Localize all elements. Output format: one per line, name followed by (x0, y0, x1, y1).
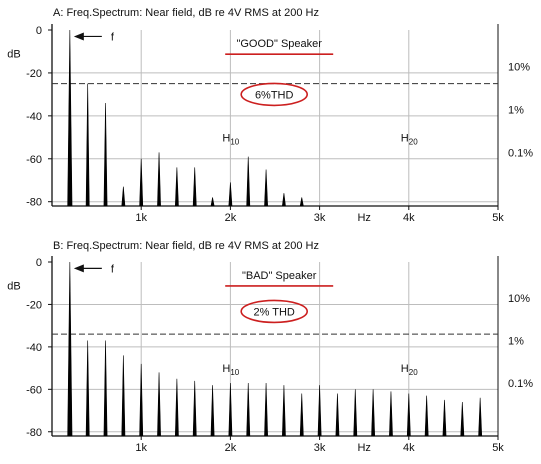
speaker-label: "BAD" Speaker (242, 270, 317, 282)
thd-percent-label: 1% (508, 104, 524, 116)
harmonic-bar (85, 83, 90, 207)
harmonic-bar (371, 389, 376, 437)
x-tick-label: 3k (314, 212, 326, 224)
x-unit-label: Hz (357, 442, 370, 454)
thd-label-ellipse (240, 82, 309, 107)
fundamental-arrow-head (73, 32, 84, 41)
x-tick-label: 1k (135, 442, 147, 454)
y-tick-label: -80 (26, 427, 42, 439)
chart-title: A: Freq.Spectrum: Near field, dB re 4V R… (53, 7, 319, 19)
chart-title: B: Freq.Spectrum: Near field, dB re 4V R… (53, 240, 319, 252)
harmonic-bar (353, 389, 358, 437)
harmonic-bar (389, 391, 393, 437)
harmonic-bar (424, 395, 429, 437)
harmonic-order-label: H20 (401, 363, 418, 377)
harmonic-order-label: H10 (222, 363, 239, 377)
x-tick-label: 2k (225, 212, 237, 224)
fundamental-label: f (111, 263, 115, 275)
y-tick-label: -20 (26, 299, 42, 311)
thd-percent-label: 1% (508, 336, 524, 348)
x-tick-label: 3k (314, 442, 326, 454)
y-axis-label: dB (7, 49, 20, 61)
harmonic-bar (67, 29, 73, 207)
harmonic-bar (406, 393, 411, 437)
harmonic-bar (246, 382, 251, 437)
harmonic-bar (210, 385, 215, 437)
y-axis-label: dB (7, 280, 20, 292)
harmonic-bar (246, 156, 251, 207)
x-tick-label: 4k (403, 442, 415, 454)
thd-label-ellipse (240, 299, 309, 324)
harmonic-bar (103, 102, 108, 207)
harmonic-bar (85, 340, 90, 437)
harmonic-bar (299, 393, 304, 437)
y-tick-label: -20 (26, 68, 42, 80)
y-tick-label: -40 (26, 342, 42, 354)
harmonic-bar (299, 197, 304, 207)
x-tick-label: 2k (225, 442, 237, 454)
harmonic-order-label: H10 (222, 132, 239, 146)
speaker-label: "GOOD" Speaker (236, 38, 322, 50)
harmonic-bar (210, 197, 215, 207)
harmonic-bar (121, 355, 126, 437)
harmonic-bar (282, 385, 286, 437)
thd-label: 2% THD (254, 306, 295, 318)
harmonic-bar (103, 340, 108, 437)
fundamental-arrow-head (73, 264, 84, 273)
harmonic-bar (281, 193, 286, 207)
x-tick-label: 4k (403, 212, 415, 224)
y-tick-label: -60 (26, 154, 42, 166)
harmonic-bar (264, 382, 268, 437)
thd-percent-label: 10% (508, 61, 530, 73)
thd-percent-label: 0.1% (508, 378, 533, 390)
harmonic-bar (442, 399, 447, 437)
harmonic-bar (460, 402, 465, 437)
x-tick-label: 1k (135, 212, 147, 224)
harmonic-bar (174, 167, 179, 207)
harmonic-bar (478, 397, 483, 437)
harmonic-bar (157, 372, 161, 437)
thd-percent-label: 0.1% (508, 147, 533, 159)
harmonic-bar (228, 182, 233, 207)
harmonic-bar (192, 380, 197, 437)
harmonic-bar (67, 261, 73, 437)
x-tick-label: 5k (492, 442, 504, 454)
thd-label: 6%THD (255, 89, 294, 101)
y-tick-label: -80 (26, 197, 42, 209)
y-tick-label: -40 (26, 111, 42, 123)
harmonic-bar (139, 158, 144, 207)
x-unit-label: Hz (357, 212, 370, 224)
x-tick-label: 5k (492, 212, 504, 224)
chart-panel-a: A: Freq.Spectrum: Near field, dB re 4V R… (7, 7, 533, 224)
harmonic-bar (317, 385, 322, 437)
harmonic-bar (174, 378, 179, 437)
harmonic-bar (121, 186, 126, 207)
harmonic-bar (264, 169, 268, 207)
y-tick-label: 0 (36, 25, 42, 37)
harmonic-order-label: H20 (401, 132, 418, 146)
thd-percent-label: 10% (508, 293, 530, 305)
fundamental-label: f (111, 31, 115, 43)
harmonic-bar (139, 363, 144, 437)
harmonic-bar (228, 382, 233, 437)
harmonic-bar (335, 393, 340, 437)
harmonic-bar (157, 152, 161, 207)
chart-panel-b: B: Freq.Spectrum: Near field, dB re 4V R… (7, 240, 533, 454)
harmonic-bar (192, 167, 197, 207)
y-tick-label: 0 (36, 257, 42, 269)
y-tick-label: -60 (26, 384, 42, 396)
